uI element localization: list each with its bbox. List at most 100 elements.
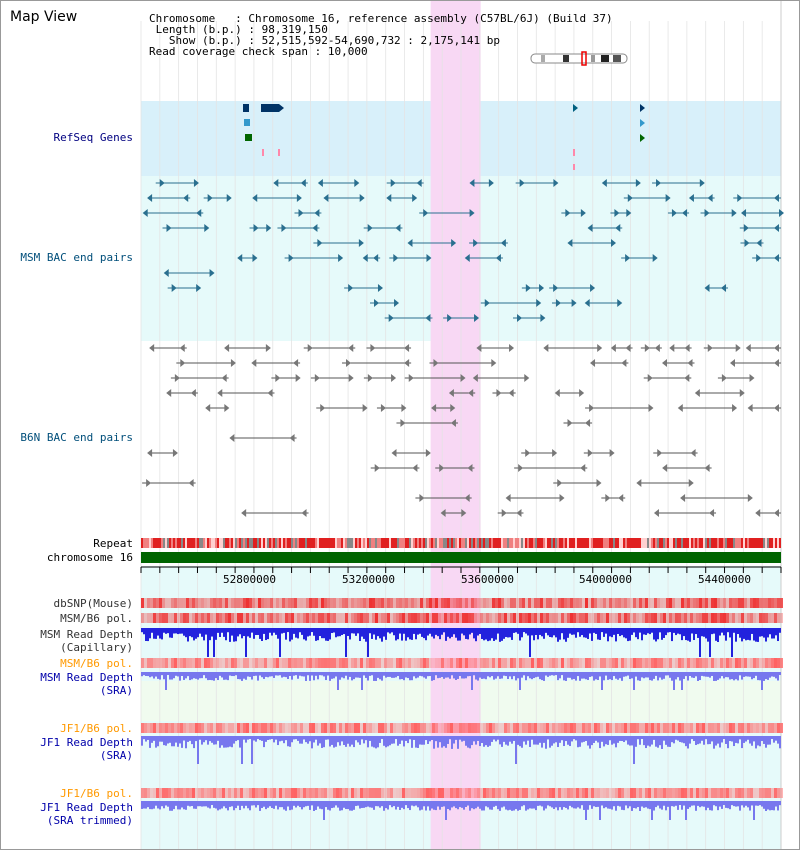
repeat-mark	[565, 538, 567, 548]
heat-strip-mark	[243, 613, 246, 623]
read-depth-bar	[185, 805, 187, 810]
heat-strip-mark	[534, 788, 537, 798]
repeat-mark	[575, 538, 577, 548]
read-depth-bar	[557, 739, 559, 748]
heat-strip-mark	[324, 788, 327, 798]
read-depth-bar	[267, 632, 269, 640]
heat-strip-mark	[459, 598, 462, 608]
bac-end	[774, 224, 779, 232]
heat-strip-mark	[750, 613, 753, 623]
heat-strip-mark	[645, 613, 648, 623]
heat-strip-mark	[693, 613, 696, 623]
read-depth-bar	[763, 739, 765, 744]
read-depth-bar	[683, 805, 685, 806]
heat-strip-mark	[579, 723, 582, 733]
heat-strip-mark	[612, 788, 615, 798]
heat-strip-mark	[237, 723, 240, 733]
heat-strip-mark	[351, 613, 354, 623]
heat-strip-mark	[663, 788, 666, 798]
read-depth-bar	[567, 675, 569, 678]
bac-end	[585, 419, 591, 427]
bac-end	[687, 359, 693, 367]
heat-strip-mark	[237, 598, 240, 608]
heat-strip-mark	[474, 723, 477, 733]
heat-strip-mark	[741, 613, 744, 623]
read-depth-bar	[765, 739, 767, 748]
heat-strip-mark	[576, 613, 579, 623]
read-depth-bar	[273, 675, 275, 678]
bac-end	[525, 284, 531, 292]
read-depth-bar	[505, 739, 507, 745]
read-depth-bar	[629, 632, 631, 641]
read-depth-bar	[147, 739, 149, 740]
repeat-mark	[777, 538, 779, 548]
read-depth-bar	[439, 805, 441, 810]
read-depth-bar	[213, 675, 215, 681]
bac-end	[348, 374, 354, 382]
read-depth-bar	[351, 805, 353, 811]
bac-end	[354, 179, 360, 187]
read-depth-bar	[259, 739, 261, 741]
repeat-mark	[473, 538, 475, 548]
read-depth-bar	[761, 675, 763, 690]
length-value: 98,319,150	[261, 23, 328, 36]
heat-strip-mark	[237, 658, 240, 668]
read-depth-bar	[267, 675, 269, 678]
heat-strip-mark	[234, 598, 237, 608]
read-depth-bar	[385, 632, 387, 640]
heat-strip-mark	[372, 788, 375, 798]
heat-strip-mark	[375, 658, 378, 668]
read-depth-bar	[629, 805, 631, 807]
repeat-mark	[775, 538, 777, 548]
read-depth-bar	[439, 739, 441, 743]
read-depth-bar	[193, 675, 195, 679]
repeat-mark	[637, 538, 639, 548]
heat-strip-mark	[180, 788, 183, 798]
heat-strip-mark	[684, 658, 687, 668]
bac-end	[755, 509, 761, 517]
read-depth-bar	[617, 739, 619, 743]
read-depth-bar	[551, 739, 553, 746]
heat-strip-mark	[696, 788, 699, 798]
heat-strip-mark	[438, 723, 441, 733]
heat-strip-mark	[408, 723, 411, 733]
heat-strip-mark	[264, 788, 267, 798]
read-depth-bar	[747, 632, 749, 640]
heat-strip-mark	[393, 658, 396, 668]
read-depth-bar	[477, 675, 479, 681]
read-depth-bar	[647, 675, 649, 678]
heat-strip-mark	[648, 723, 651, 733]
read-depth-bar	[403, 739, 405, 747]
read-depth-bar	[715, 675, 717, 681]
read-depth-bar	[443, 675, 445, 679]
heat-strip-mark	[366, 658, 369, 668]
read-depth-bar	[333, 739, 335, 748]
bac-end	[433, 359, 439, 367]
read-depth-bar	[177, 632, 179, 635]
heat-strip-mark	[375, 723, 378, 733]
heat-strip-mark	[618, 788, 621, 798]
read-depth-bar	[459, 805, 461, 808]
heat-strip-mark	[504, 788, 507, 798]
repeat-mark	[259, 538, 261, 548]
read-depth-bar	[155, 632, 157, 639]
heat-strip-mark	[729, 788, 732, 798]
read-depth-bar	[507, 632, 509, 638]
read-depth-bar	[687, 739, 689, 749]
heat-strip-mark	[297, 658, 300, 668]
read-depth-bar	[381, 805, 383, 807]
heat-strip-mark	[168, 598, 171, 608]
repeat-mark	[719, 538, 721, 548]
heat-strip-mark	[681, 723, 684, 733]
repeat-mark	[639, 538, 641, 548]
heat-strip-mark	[366, 613, 369, 623]
heat-strip-mark	[171, 723, 174, 733]
read-depth-bar	[445, 739, 447, 748]
heat-strip-mark	[261, 613, 264, 623]
read-depth-bar	[733, 632, 735, 633]
read-depth-bar	[677, 805, 679, 810]
heat-strip-mark	[612, 613, 615, 623]
read-depth-bar	[215, 675, 217, 679]
heat-strip-mark	[267, 613, 270, 623]
